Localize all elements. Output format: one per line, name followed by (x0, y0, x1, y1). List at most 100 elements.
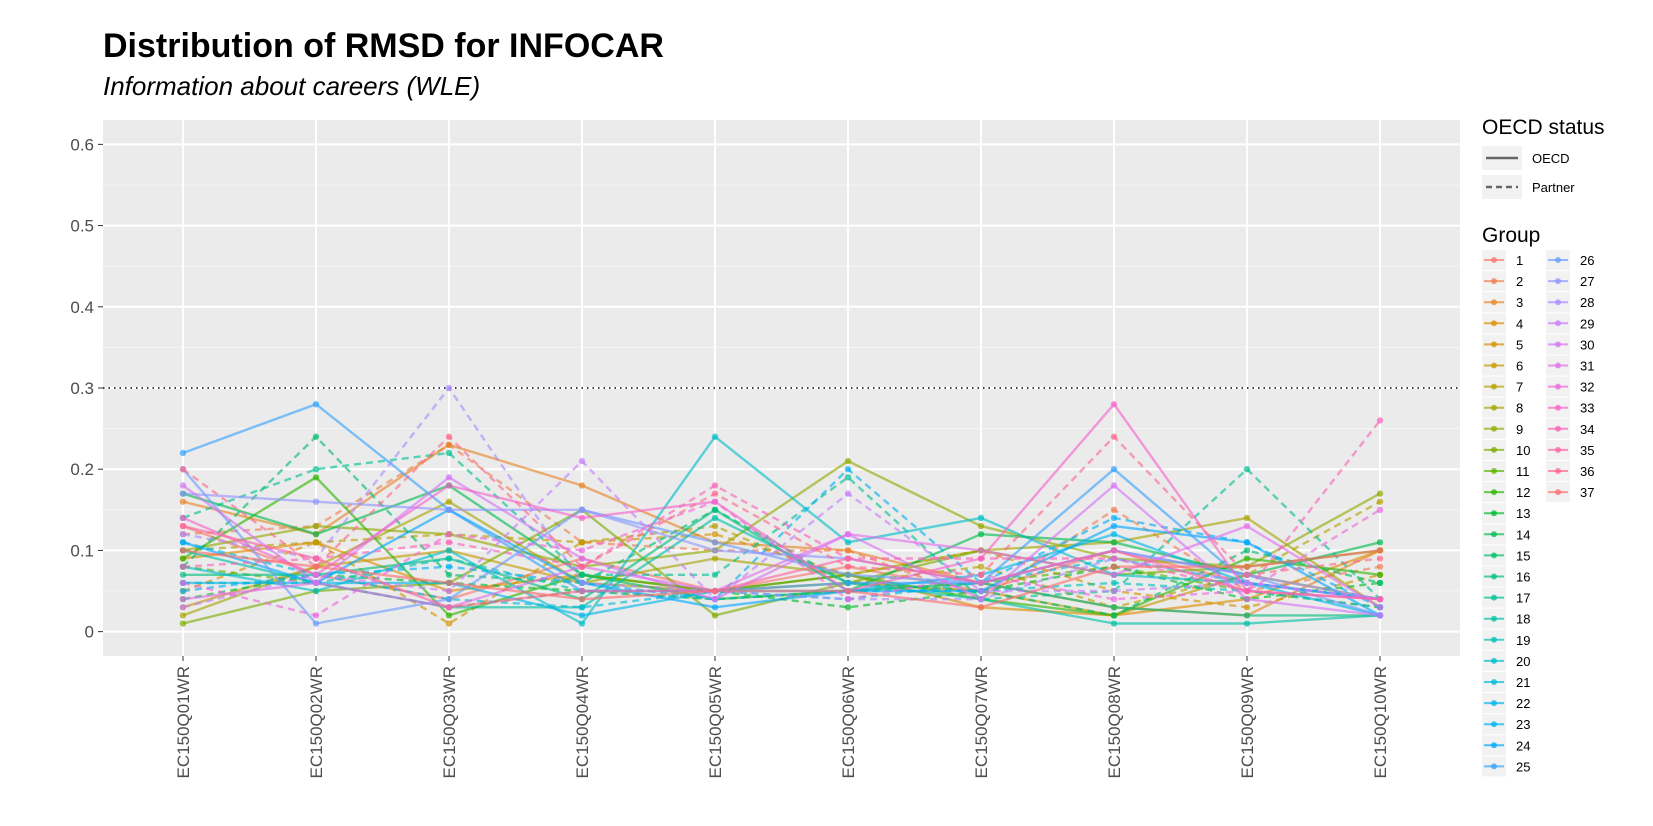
legend-key-point-28 (1555, 299, 1561, 306)
series-point-31 (1110, 571, 1118, 578)
series-point-9 (977, 522, 985, 530)
series-point-2 (1110, 506, 1118, 514)
series-point-30 (1376, 612, 1384, 619)
series-point-12 (1243, 555, 1251, 562)
series-point-5 (711, 530, 719, 538)
series-point-34 (1376, 417, 1384, 424)
series-lines (182, 386, 1381, 625)
legend-key-point-37 (1555, 489, 1561, 496)
series-point-32 (844, 595, 852, 603)
series-point-14 (1376, 539, 1384, 546)
legend-key-point-35 (1555, 446, 1561, 453)
series-point-15 (1243, 547, 1251, 554)
legend-key-point-27 (1555, 278, 1561, 285)
legend-key-point-11 (1491, 468, 1497, 474)
series-line-27 (182, 492, 1381, 601)
legend-label-group-7: 7 (1516, 380, 1523, 395)
series-point-36 (1376, 555, 1384, 562)
series-point-31 (179, 595, 187, 603)
legend-key-point-12 (1491, 489, 1497, 496)
series-point-34 (977, 555, 985, 562)
legend-label-group-13: 13 (1516, 506, 1530, 521)
series-point-23 (445, 563, 453, 570)
y-tick-label: 0.5 (70, 217, 94, 236)
series-point-36 (711, 490, 719, 497)
series-point-23 (1110, 514, 1118, 522)
series-point-37 (445, 579, 453, 587)
legend-label-group-34: 34 (1580, 422, 1594, 437)
series-point-30 (445, 474, 453, 481)
legend-key-point-2 (1491, 278, 1497, 285)
series-points (179, 384, 1384, 627)
legend-key-point-5 (1491, 341, 1497, 348)
series-point-26 (445, 595, 453, 603)
series-point-35 (1376, 595, 1384, 603)
legend-label-group-19: 19 (1516, 633, 1530, 648)
series-point-33 (1110, 401, 1118, 408)
legend-label-group-17: 17 (1516, 591, 1530, 606)
series-point-8 (445, 498, 453, 505)
legend-label-group-14: 14 (1516, 527, 1530, 542)
series-point-26 (844, 571, 852, 578)
series-point-35 (445, 604, 453, 611)
series-point-30 (977, 595, 985, 603)
series-line-34 (182, 419, 1381, 593)
series-line-20 (182, 435, 1381, 625)
series-line-32 (182, 500, 1381, 617)
series-point-37 (312, 563, 320, 570)
legend-key-point-23 (1491, 721, 1497, 728)
series-point-29 (1110, 587, 1118, 595)
series-point-24 (711, 604, 719, 611)
legend-key-point-14 (1491, 531, 1497, 538)
y-tick-label: 0.4 (70, 298, 94, 317)
series-point-20 (312, 587, 320, 595)
series-point-14 (1110, 539, 1118, 546)
series-point-28 (578, 579, 586, 587)
legend-label-group-37: 37 (1580, 485, 1594, 500)
series-point-29 (1243, 579, 1251, 587)
legend-oecd-status: OECD status OECD Partner (1482, 116, 1605, 199)
series-point-27 (445, 506, 453, 514)
series-point-27 (711, 547, 719, 554)
legend-key-point-17 (1491, 594, 1497, 601)
series-point-8 (1243, 514, 1251, 522)
y-tick-label: 0 (85, 623, 94, 642)
legend-label-group-2: 2 (1516, 274, 1523, 289)
series-point-33 (445, 482, 453, 489)
x-tick-label: EC150Q08WR (1105, 666, 1124, 778)
series-point-30 (179, 482, 187, 489)
series-point-23 (179, 587, 187, 595)
series-point-33 (312, 571, 320, 578)
legend-label-group-32: 32 (1580, 380, 1594, 395)
legend-label-group-5: 5 (1516, 337, 1523, 352)
series-point-19 (1110, 579, 1118, 587)
series-point-10 (711, 612, 719, 619)
series-point-9 (1376, 490, 1384, 497)
legend-key-point-26 (1555, 257, 1561, 263)
legend-label-group-4: 4 (1516, 316, 1523, 331)
series-point-29 (179, 604, 187, 611)
x-tick-label: EC150Q09WR (1238, 666, 1257, 778)
series-point-36 (977, 571, 985, 578)
series-point-27 (578, 506, 586, 514)
legend-label-group-36: 36 (1580, 464, 1594, 479)
legend-key-point-18 (1491, 615, 1497, 622)
x-tick-label: EC150Q10WR (1371, 666, 1390, 778)
legend-label-group-6: 6 (1516, 359, 1523, 374)
series-point-32 (312, 612, 320, 619)
legend-key-point-6 (1491, 362, 1497, 369)
series-point-7 (977, 563, 985, 570)
series-point-31 (312, 579, 320, 587)
x-tick-label: EC150Q07WR (972, 666, 991, 778)
series-point-36 (844, 563, 852, 570)
series-point-35 (1243, 587, 1251, 595)
x-tick-label: EC150Q05WR (706, 666, 725, 778)
series-point-17 (445, 449, 453, 457)
series-point-10 (179, 620, 187, 627)
series-point-17 (711, 571, 719, 578)
legend-key-point-19 (1491, 636, 1497, 643)
series-point-37 (1110, 563, 1118, 570)
series-point-20 (445, 547, 453, 554)
series-point-18 (1110, 620, 1118, 627)
legend-label-group-26: 26 (1580, 253, 1594, 268)
